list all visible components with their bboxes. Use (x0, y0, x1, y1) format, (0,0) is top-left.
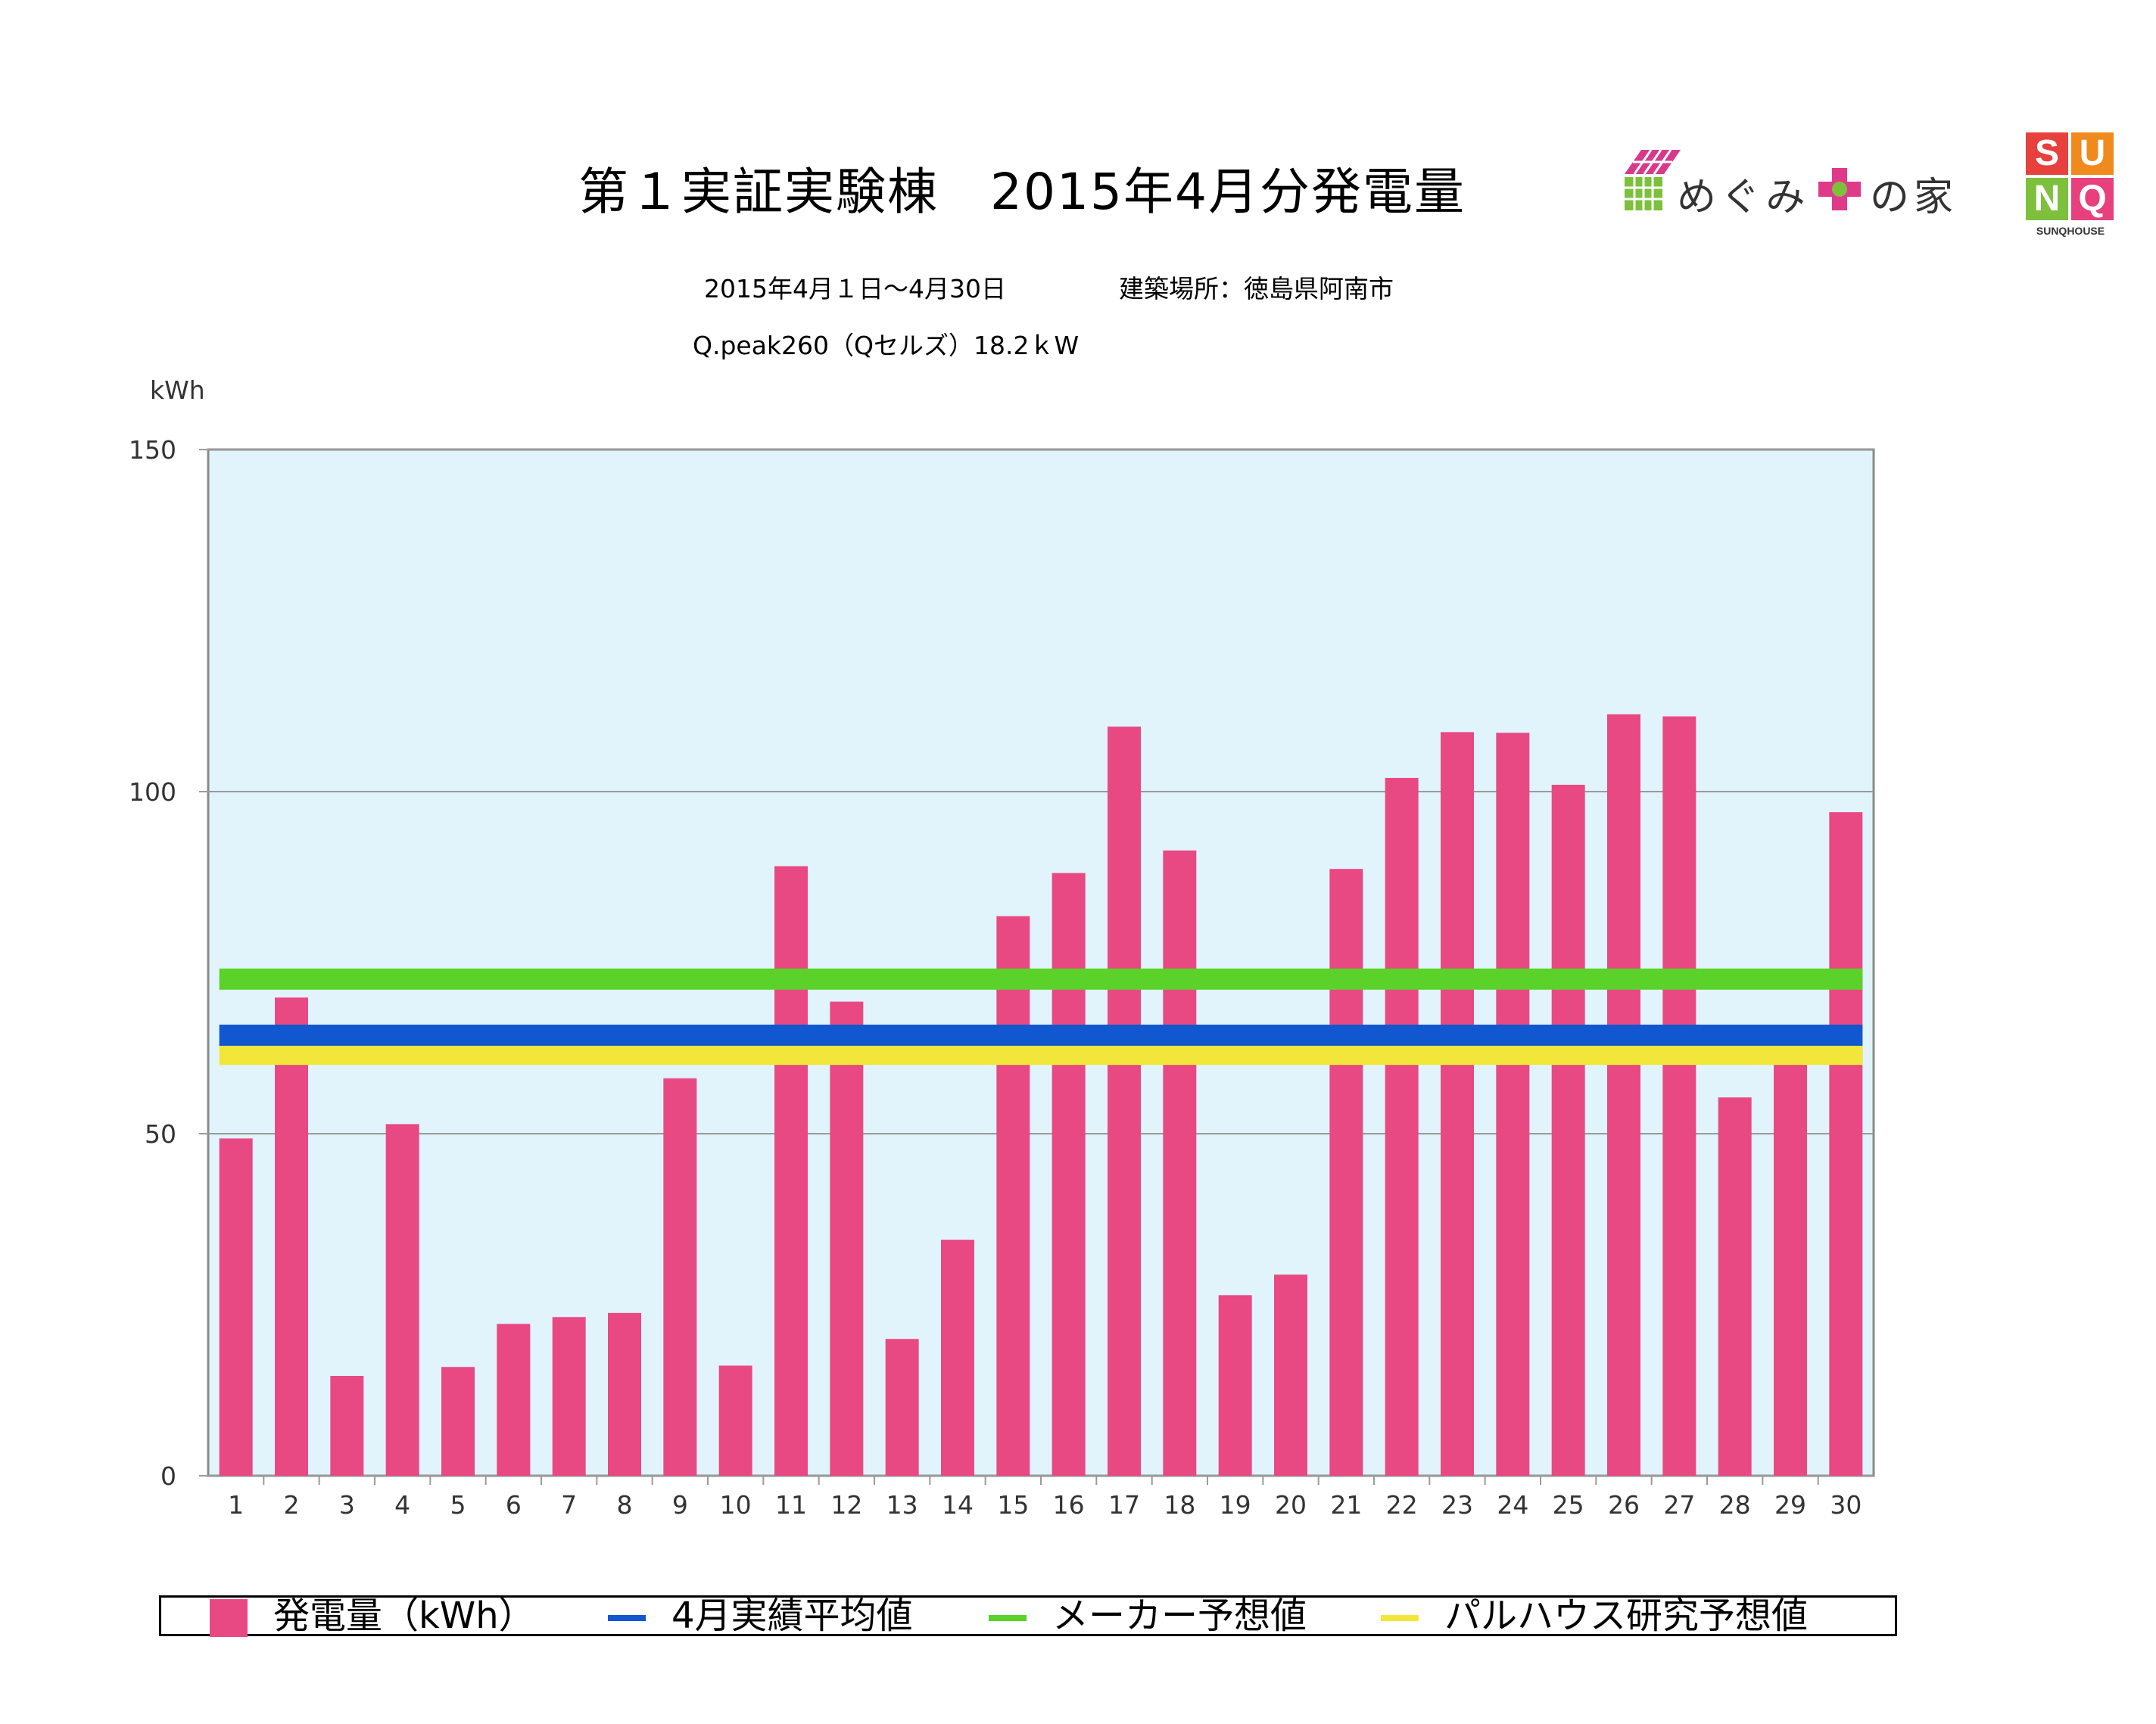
logo-letter-u: U (2071, 132, 2114, 175)
x-tick-label: 16 (1053, 1490, 1085, 1520)
bar (663, 1078, 697, 1476)
legend-label-maker: メーカー予想値 (1052, 1595, 1307, 1637)
legend-swatch-average (608, 1615, 646, 1621)
solar-house-icon (1625, 149, 1681, 210)
x-tick-label: 11 (775, 1490, 807, 1520)
legend-label-generation: 発電量（kWh） (273, 1595, 535, 1637)
x-tick-label: 26 (1608, 1490, 1640, 1520)
bar (1662, 716, 1696, 1476)
bar (1108, 727, 1141, 1476)
logo-letter-s: S (2026, 132, 2068, 175)
bar (1829, 812, 1863, 1476)
x-tick-label: 25 (1553, 1490, 1584, 1520)
x-tick-label: 29 (1774, 1490, 1806, 1520)
bar (1329, 869, 1363, 1476)
logo-text-megumi: めぐみ (1677, 175, 1810, 220)
bar (885, 1339, 919, 1476)
location-text: 建築場所：徳島県阿南市 (1119, 274, 1394, 303)
legend-label-palhouse: パルハウス研究予想値 (1444, 1595, 1809, 1637)
x-tick-label: 30 (1830, 1490, 1862, 1520)
legend-item-maker: メーカー予想値 (989, 1598, 1307, 1634)
bar (1441, 732, 1474, 1476)
period-text: 2015年4月１日～4月30日 (704, 274, 1006, 303)
x-tick-label: 12 (830, 1490, 862, 1520)
y-tick-label: 150 (129, 435, 176, 465)
bar (1163, 850, 1197, 1476)
bar (1274, 1274, 1307, 1476)
x-tick-label: 10 (720, 1490, 752, 1520)
legend-item-generation: 発電量（kWh） (210, 1595, 535, 1637)
x-tick-label: 28 (1719, 1490, 1751, 1520)
module-text: Q.peak260（Qセルズ）18.2ｋW (693, 331, 1080, 360)
x-tick-label: 5 (450, 1490, 466, 1520)
bar (552, 1317, 586, 1476)
legend-label-average: 4月実績平均値 (671, 1595, 913, 1637)
bar (1718, 1097, 1752, 1476)
logo-text-noie: の家 (1870, 175, 1958, 220)
legend: 発電量（kWh） 4月実績平均値 メーカー予想値 パルハウス研究予想値 (159, 1595, 1897, 1637)
y-tick-label: 100 (129, 777, 176, 807)
bar (441, 1367, 475, 1476)
legend-swatch-bar (210, 1599, 248, 1637)
legend-swatch-palhouse (1381, 1615, 1419, 1621)
legend-swatch-maker (989, 1615, 1027, 1621)
legend-item-average: 4月実績平均値 (608, 1598, 913, 1634)
plus-icon (1818, 168, 1861, 210)
bar (1551, 784, 1585, 1476)
x-tick-label: 13 (886, 1490, 918, 1520)
x-tick-label: 8 (617, 1490, 633, 1520)
bar (1385, 777, 1419, 1476)
bar (996, 916, 1030, 1476)
bar (941, 1240, 974, 1476)
x-tick-label: 27 (1663, 1490, 1695, 1520)
bar (385, 1124, 419, 1476)
bar (718, 1365, 752, 1476)
bar (1218, 1295, 1252, 1476)
y-tick-label: 50 (145, 1119, 176, 1149)
bar (1052, 873, 1086, 1476)
bar (219, 1138, 253, 1476)
x-tick-label: 17 (1108, 1490, 1140, 1520)
y-tick-label: 0 (160, 1461, 176, 1491)
bar (1607, 714, 1640, 1476)
x-tick-label: 20 (1275, 1490, 1307, 1520)
x-tick-label: 23 (1441, 1490, 1473, 1520)
bar (275, 997, 308, 1476)
logo-letter-n: N (2026, 178, 2068, 220)
bar (330, 1376, 364, 1476)
x-tick-label: 15 (997, 1490, 1029, 1520)
chart-title: 第１実証実験棟 2015年4月分発電量 (578, 163, 1466, 221)
bar (1496, 733, 1530, 1476)
logo-subtext: SUNQHOUSE (2036, 225, 2105, 237)
legend-item-palhouse: パルハウス研究予想値 (1381, 1598, 1808, 1634)
x-tick-label: 4 (394, 1490, 410, 1520)
x-tick-label: 6 (506, 1490, 522, 1520)
x-tick-label: 14 (942, 1490, 974, 1520)
x-tick-label: 21 (1330, 1490, 1362, 1520)
bar (608, 1312, 641, 1476)
x-tick-label: 19 (1220, 1490, 1251, 1520)
x-tick-label: 18 (1164, 1490, 1195, 1520)
logo-letter-q: Q (2071, 178, 2114, 220)
bar (830, 1001, 864, 1476)
x-tick-label: 7 (561, 1490, 577, 1520)
x-tick-label: 24 (1497, 1490, 1528, 1520)
bar (497, 1324, 531, 1476)
y-axis-unit: kWh (150, 375, 205, 405)
bar (1774, 1056, 1807, 1476)
x-tick-label: 3 (339, 1490, 355, 1520)
bar (774, 866, 808, 1476)
x-tick-label: 9 (672, 1490, 688, 1520)
plot-area (207, 448, 1875, 1477)
x-tick-label: 22 (1386, 1490, 1418, 1520)
x-tick-label: 1 (228, 1490, 244, 1520)
x-tick-label: 2 (284, 1490, 300, 1520)
